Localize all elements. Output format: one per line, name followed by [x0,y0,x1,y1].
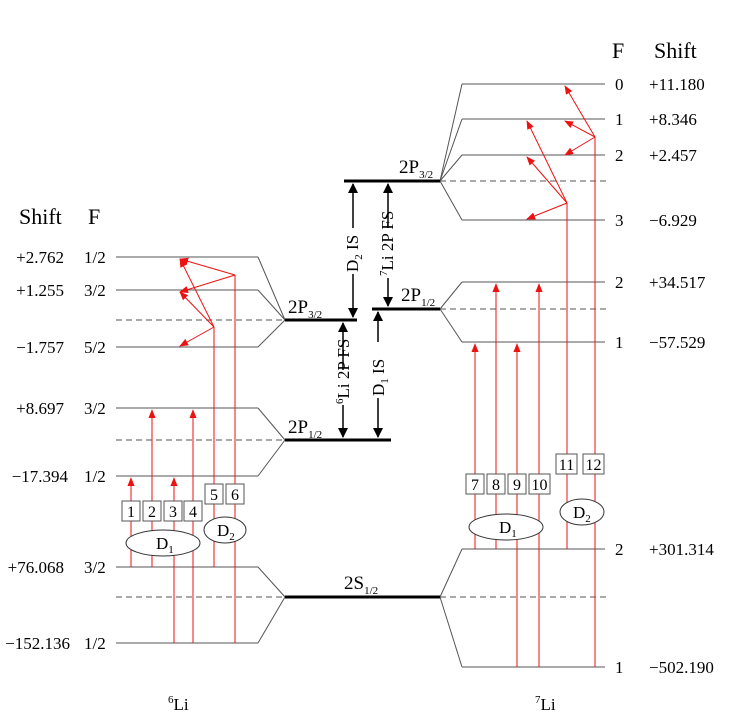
svg-text:+1.255: +1.255 [16,281,64,300]
li6-2p12-label: 2P1/2 [288,417,322,441]
li7-transition-boxes: 7 8 9 10 11 12 [465,453,605,495]
li6-d1-ellipse: D1 [125,529,201,557]
svg-text:11: 11 [559,457,574,474]
li6-levels [116,256,286,644]
svg-text:−57.529: −57.529 [649,333,705,352]
svg-text:1/2: 1/2 [84,467,106,486]
transition-box-9: 9 [507,473,527,495]
svg-text:10: 10 [532,477,548,494]
d2-is-label: D2 IS [343,235,365,272]
li7-d1-ellipse: D1 [468,513,544,541]
svg-text:+8.346: +8.346 [649,110,697,129]
li7-d2-ellipse: D2 [559,498,605,526]
transition-box-11: 11 [555,453,578,475]
transition-box-3: 3 [163,500,183,522]
svg-text:1/2: 1/2 [84,634,106,653]
svg-text:+301.314: +301.314 [649,540,714,559]
ground-2s12-label: 2S1/2 [344,573,378,597]
svg-text:5: 5 [210,487,218,504]
svg-text:5/2: 5/2 [84,338,106,357]
svg-text:3: 3 [615,211,624,230]
transition-box-5: 5 [204,483,224,505]
svg-text:1: 1 [127,504,135,521]
transition-box-6: 6 [225,483,245,505]
svg-text:3/2: 3/2 [84,281,106,300]
svg-text:3/2: 3/2 [84,558,106,577]
d1-is-label: D1 IS [369,359,391,396]
transition-box-2: 2 [142,500,162,522]
svg-text:9: 9 [513,477,521,494]
li6-level-labels: +2.762 1/2 +1.255 3/2 −1.757 5/2 +8.697 … [5,248,106,653]
svg-text:2: 2 [148,504,156,521]
svg-text:D2: D2 [217,521,235,543]
svg-text:−6.929: −6.929 [649,211,697,230]
svg-text:−152.136: −152.136 [5,634,70,653]
svg-text:+34.517: +34.517 [649,273,706,292]
li7-isotope-label: 7Li [535,694,556,714]
li6-f-header: F [88,204,100,229]
transition-box-4: 4 [183,500,203,522]
svg-text:2: 2 [615,540,624,559]
li6-isotope-label: 6Li [168,694,189,714]
li7-2p12-label: 2P1/2 [401,285,435,309]
svg-text:1: 1 [615,333,624,352]
svg-text:1/2: 1/2 [84,248,106,267]
svg-text:+8.697: +8.697 [16,399,64,418]
svg-text:+76.068: +76.068 [8,558,64,577]
li6-2p32-label: 2P3/2 [288,297,322,321]
svg-text:6: 6 [231,487,239,504]
li7-fs-label: 7Li 2P FS [378,211,397,276]
li7-level-labels: 0 +11.180 1 +8.346 2 +2.457 3 −6.929 2 +… [615,75,714,677]
li7-f-header: F [612,38,624,63]
li7-levels [439,83,610,668]
svg-text:4: 4 [189,504,197,521]
svg-text:3: 3 [169,504,177,521]
svg-text:D2: D2 [573,503,591,525]
svg-text:2: 2 [615,146,624,165]
li7-transitions [471,85,596,667]
li6-d2-ellipse: D2 [203,516,247,544]
svg-text:+2.457: +2.457 [649,146,697,165]
li6-shift-header: Shift [19,204,62,229]
svg-text:7: 7 [471,477,479,494]
transition-box-7: 7 [465,473,485,495]
splitting-arrows [338,183,393,438]
svg-text:D1: D1 [156,534,174,556]
transition-box-10: 10 [528,473,551,495]
svg-text:−17.394: −17.394 [12,467,69,486]
svg-text:−1.757: −1.757 [16,338,64,357]
svg-text:8: 8 [492,477,500,494]
li7-2p32-label: 2P3/2 [399,157,433,181]
transition-box-8: 8 [486,473,506,495]
svg-text:3/2: 3/2 [84,399,106,418]
svg-text:+11.180: +11.180 [649,75,705,94]
fine-structure-levels [285,179,440,599]
li7-shift-header: Shift [654,38,697,63]
svg-text:1: 1 [615,110,624,129]
svg-text:+2.762: +2.762 [16,248,64,267]
svg-text:0: 0 [615,75,624,94]
transition-box-12: 12 [582,453,605,475]
li6-fs-label: 6Li 2P FS [334,339,353,404]
li6-transition-boxes: 1 2 3 4 5 6 [121,483,245,522]
li6-transitions [127,257,236,643]
svg-text:1: 1 [615,658,624,677]
svg-text:−502.190: −502.190 [649,658,714,677]
svg-text:12: 12 [586,457,602,474]
transition-box-1: 1 [121,500,141,522]
svg-text:2: 2 [615,273,624,292]
svg-text:D1: D1 [499,518,517,540]
